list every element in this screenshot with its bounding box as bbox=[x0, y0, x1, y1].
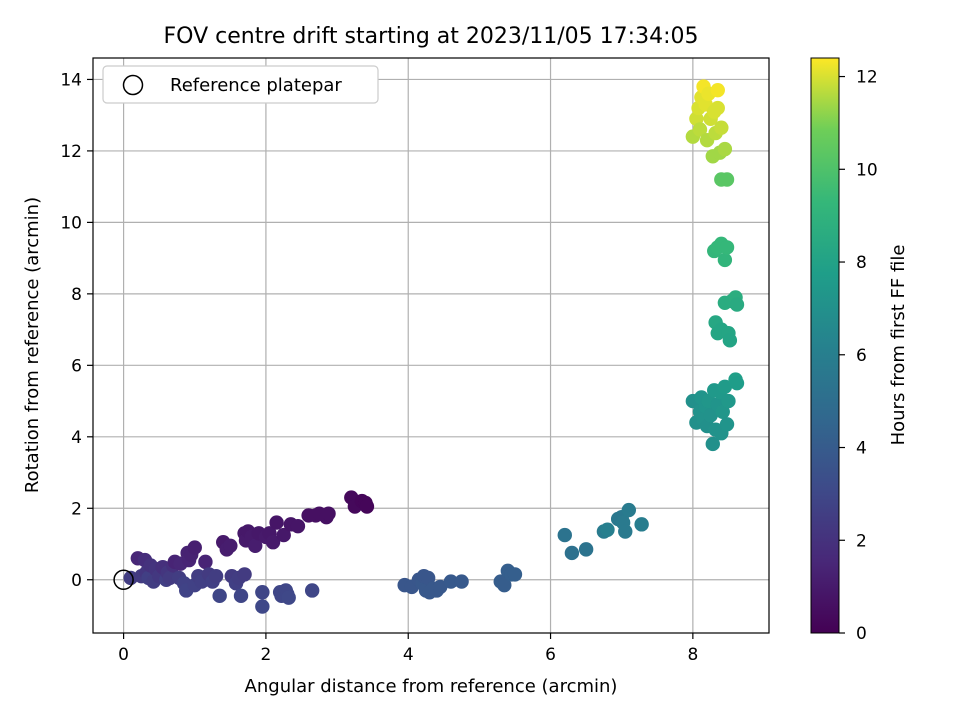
data-point bbox=[248, 538, 263, 554]
data-point bbox=[123, 570, 138, 586]
data-point bbox=[722, 333, 738, 348]
data-point bbox=[634, 517, 649, 532]
data-point bbox=[717, 252, 733, 268]
data-point bbox=[715, 404, 730, 419]
data-point bbox=[269, 515, 284, 530]
legend-marker bbox=[122, 74, 144, 96]
data-point bbox=[507, 567, 523, 582]
data-point bbox=[729, 297, 745, 312]
y-tick-label: 0 bbox=[71, 571, 82, 591]
y-axis-label: Rotation from reference (arcmin) bbox=[22, 197, 43, 493]
colorbar-tick-label: 6 bbox=[856, 346, 867, 366]
colorbar bbox=[810, 57, 840, 634]
data-point bbox=[564, 545, 580, 561]
data-point bbox=[692, 122, 708, 137]
data-point bbox=[223, 538, 238, 554]
legend: Reference platepar bbox=[102, 65, 379, 104]
colorbar-tick-label: 8 bbox=[856, 253, 867, 273]
colorbar-tick-label: 4 bbox=[856, 439, 867, 459]
data-point bbox=[714, 120, 729, 135]
data-point bbox=[304, 583, 320, 598]
data-point bbox=[281, 590, 296, 605]
colorbar-tick-label: 0 bbox=[856, 624, 867, 644]
data-point bbox=[621, 502, 637, 518]
colorbar-tick-label: 10 bbox=[856, 160, 878, 180]
data-point bbox=[276, 527, 291, 543]
data-point bbox=[233, 588, 249, 604]
data-point bbox=[717, 141, 733, 157]
data-point bbox=[443, 574, 459, 589]
data-point bbox=[255, 599, 270, 614]
colorbar-tick-label: 2 bbox=[856, 531, 867, 551]
y-axis-ticks: 0 2 4 6 8 10 12 14 bbox=[60, 70, 93, 591]
data-point bbox=[454, 574, 469, 589]
data-point bbox=[557, 527, 572, 543]
y-tick-label: 6 bbox=[71, 356, 82, 376]
data-point bbox=[237, 567, 252, 582]
y-tick-label: 8 bbox=[71, 285, 82, 305]
data-point bbox=[721, 393, 736, 409]
data-point bbox=[705, 436, 720, 452]
data-point bbox=[497, 577, 512, 593]
data-point bbox=[359, 499, 375, 514]
colorbar-tick-label: 12 bbox=[856, 68, 878, 88]
x-axis-label: Angular distance from reference (arcmin) bbox=[245, 676, 618, 697]
data-point bbox=[600, 522, 615, 537]
data-point bbox=[729, 376, 745, 391]
data-point bbox=[208, 568, 224, 584]
chart-title: FOV centre drift starting at 2023/11/05 … bbox=[164, 24, 699, 49]
y-tick-label: 14 bbox=[60, 70, 82, 90]
plot-frame bbox=[92, 57, 770, 634]
colorbar-label: Hours from first FF file bbox=[888, 245, 909, 446]
data-point bbox=[187, 540, 202, 555]
x-tick-label: 8 bbox=[687, 645, 698, 665]
data-point bbox=[265, 535, 281, 550]
data-point bbox=[420, 570, 436, 586]
x-axis-ticks: 0 2 4 6 8 bbox=[118, 633, 698, 665]
data-point bbox=[255, 585, 270, 600]
x-tick-label: 0 bbox=[118, 645, 129, 665]
data-point bbox=[433, 579, 448, 595]
y-tick-label: 2 bbox=[71, 499, 82, 519]
data-point bbox=[710, 82, 725, 98]
data-point bbox=[703, 408, 718, 423]
data-point bbox=[618, 524, 633, 539]
data-point bbox=[719, 172, 735, 187]
data-point bbox=[717, 379, 733, 394]
y-tick-label: 4 bbox=[71, 428, 82, 448]
scatter-points bbox=[123, 79, 745, 614]
x-tick-label: 6 bbox=[545, 645, 556, 665]
x-tick-label: 2 bbox=[260, 645, 271, 665]
data-point bbox=[290, 518, 306, 534]
data-point bbox=[212, 588, 227, 604]
data-point bbox=[578, 542, 594, 557]
data-point bbox=[321, 506, 336, 521]
x-tick-label: 4 bbox=[403, 645, 414, 665]
y-tick-label: 12 bbox=[60, 142, 82, 162]
data-point bbox=[719, 417, 735, 432]
colorbar-ticks: 0 2 4 6 8 10 12 bbox=[839, 68, 878, 644]
reference-platepar-marker bbox=[113, 569, 134, 591]
data-point bbox=[710, 100, 725, 116]
legend-entry: Reference platepar bbox=[170, 75, 342, 96]
y-tick-label: 10 bbox=[60, 213, 82, 233]
legend-box bbox=[102, 65, 379, 104]
data-point bbox=[198, 554, 213, 570]
data-point bbox=[719, 240, 735, 255]
